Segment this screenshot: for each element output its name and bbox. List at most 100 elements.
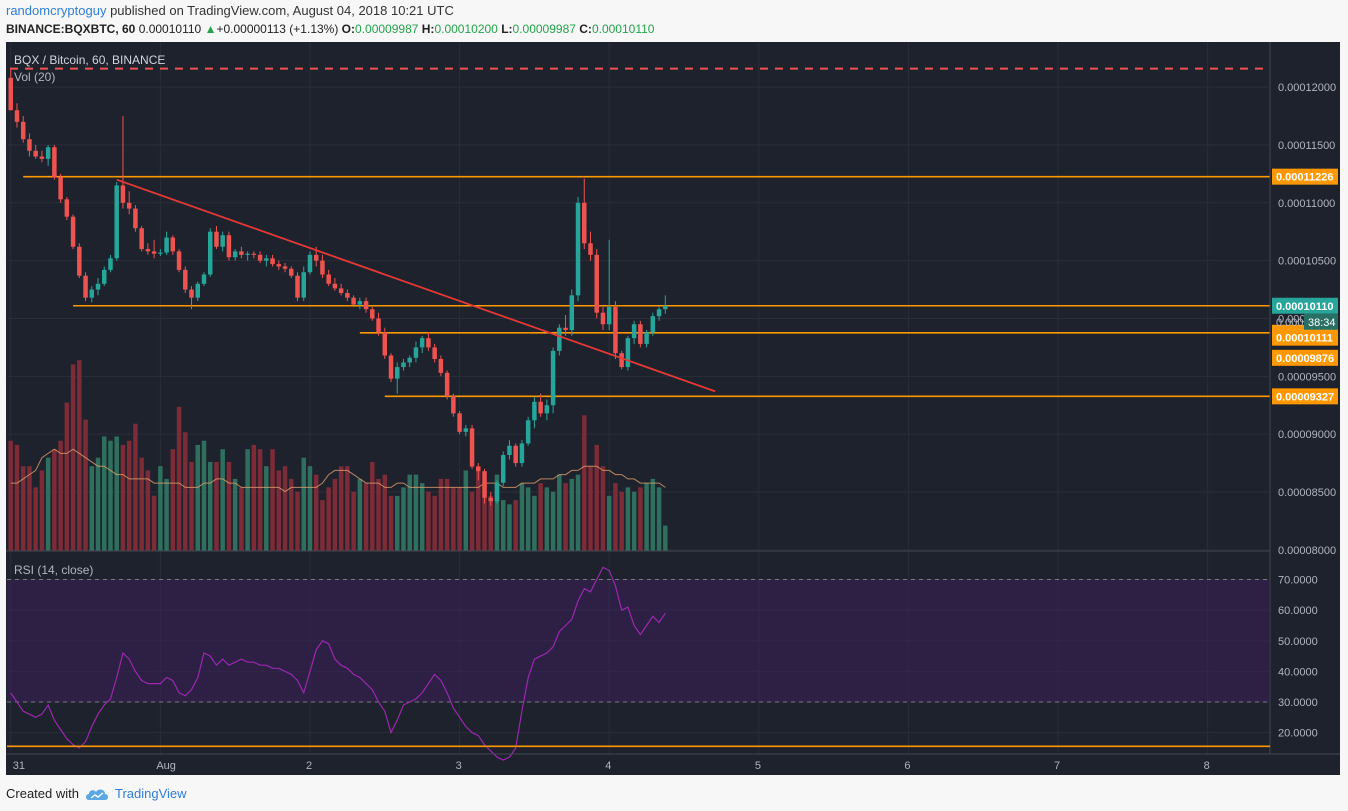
volume-bar [619,491,624,551]
chart-container[interactable]: 0.00012000 0.00011500 0.00011000 0.00010500… [6,42,1340,775]
volume-bar [644,483,649,551]
volume-bar [500,500,506,551]
candle-body [382,332,388,356]
open-value: 0.00009987 [355,22,419,36]
volume-bar [232,478,238,551]
volume-bar [388,495,394,551]
volume-bar [407,474,412,551]
time-tick-label: 3 [456,760,462,772]
volume-bar [444,478,450,551]
volume-bar [251,444,257,551]
volume-bar [201,440,207,551]
volume-bar [207,461,213,551]
level-price-label: 0.00010111 [1276,333,1333,345]
volume-indicator-label: Vol (20) [14,70,55,84]
volume-bar [532,495,537,551]
volume-bar [220,449,225,551]
volume-bar [83,419,88,551]
candle-body [52,147,57,178]
candle-body [563,327,568,331]
volume-bar [538,483,543,551]
candle-body [33,150,38,157]
level-price-box [1272,349,1338,366]
change-value: +0.00000113 (+1.13%) [216,22,339,36]
candle-body [226,235,232,258]
close-value: 0.00010110 [591,22,655,36]
time-tick-label: Aug [156,760,176,772]
volume-bar [395,495,400,551]
price-tick-label: 0.00011000 [1278,198,1335,210]
author-link[interactable]: randomcryptoguy [6,3,107,18]
high-value: 0.00010200 [434,22,498,36]
volume-bar [33,487,38,551]
last-price-box [1272,297,1338,314]
volume-bar [320,500,325,551]
volume-bar [14,444,20,551]
rsi-tick-label: 20.0000 [1278,728,1318,740]
candle-body [77,246,82,276]
candle-body [164,237,169,253]
price-tick-label: 0.00009000 [1278,429,1336,441]
time-tick-label: 4 [605,760,611,772]
volume-bar [89,466,95,551]
candle-body [139,228,144,250]
candle-body [64,199,70,217]
volume-bar [376,478,381,551]
tradingview-link[interactable]: TradingView [114,786,187,801]
rsi-indicator-label: RSI (14, close) [14,563,93,577]
volume-bar [326,487,331,551]
chart-title: BQX / Bitcoin, 60, BINANCE [14,53,165,67]
candle-body [207,231,213,275]
candle-body [332,283,338,289]
volume-bar [544,487,550,551]
volume-bar [482,483,487,551]
volume-bar [257,449,263,551]
volume-bar [102,436,107,551]
volume-bar [64,402,70,551]
candle-body [582,202,587,244]
candle-body [158,252,163,254]
candle-body [494,482,500,502]
volume-bar [307,466,313,551]
candle-body [638,324,643,344]
volume-bar [133,423,138,551]
candle-body [14,110,20,122]
volume-bar [52,449,57,551]
volume-bar [582,415,587,551]
volume-bar [494,474,500,551]
candle-body [295,275,300,298]
footer: Created with TradingView [6,786,187,801]
candle-body [195,283,201,298]
price-tick-label: 0.00011500 [1278,140,1335,152]
rsi-tick-label: 50.0000 [1278,636,1318,648]
volume-bar [638,487,643,551]
time-tick-label: 31 [13,760,25,772]
volume-bar [382,474,388,551]
countdown-label: 38:34 [1308,317,1336,329]
volume-bar [438,478,444,551]
rsi-line [10,566,666,761]
volume-bar [95,457,101,551]
volume-bar [613,483,618,551]
candle-body [469,428,475,467]
candle-body [388,355,394,379]
candle-body [500,454,506,483]
volume-bar [270,449,275,551]
volume-bar [164,478,169,551]
volume-bar [239,487,244,551]
candle-body [151,251,157,254]
candle-body [656,309,662,317]
chart-svg[interactable]: 0.00012000 0.00011500 0.00011000 0.00010500… [6,42,1340,775]
volume-bar [513,500,518,551]
time-tick-label: 5 [755,760,761,772]
candle-body [482,471,487,498]
candle-body [631,324,637,339]
high-label: H: [421,22,435,36]
volume-bar [126,440,132,551]
volume-bar [370,461,375,551]
volume-bar [120,444,126,551]
candle-body [108,258,113,270]
candle-body [488,497,493,502]
candle-body [557,327,562,351]
candle-body [351,297,356,305]
